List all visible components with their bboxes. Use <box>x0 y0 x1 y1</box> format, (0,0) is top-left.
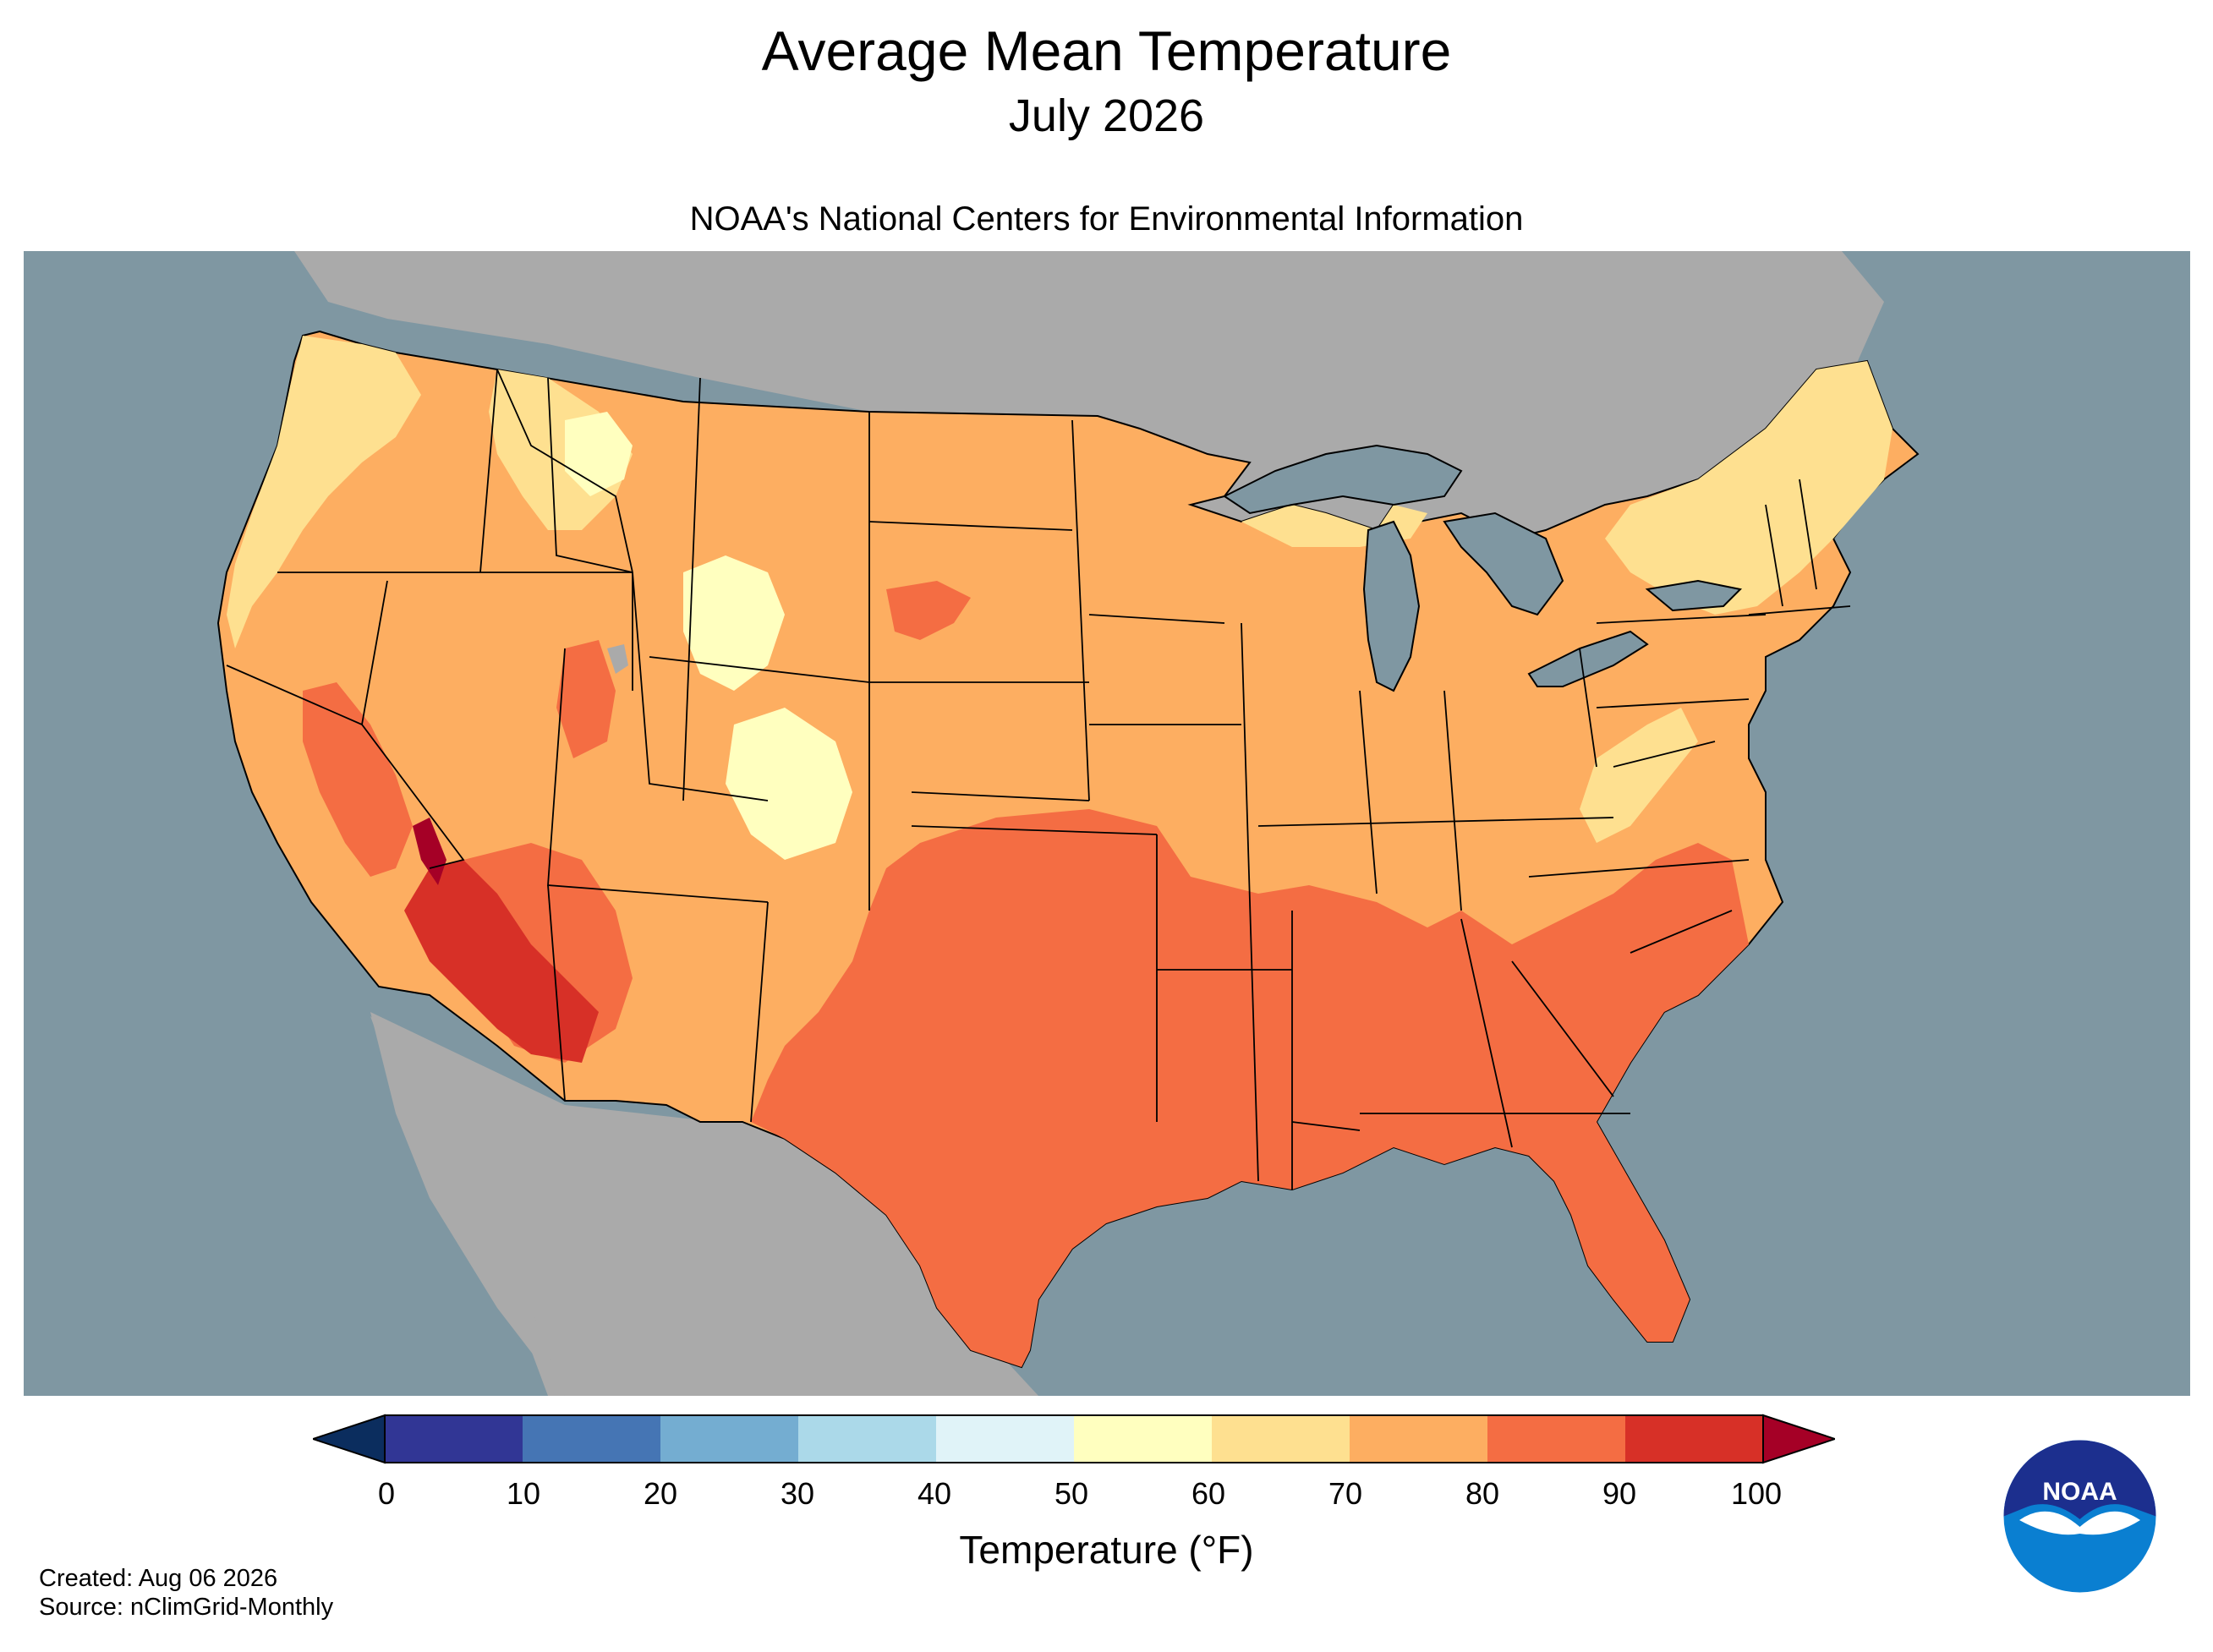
tick-label: 20 <box>643 1476 678 1511</box>
noaa-logo-icon: NOAA <box>2002 1439 2157 1594</box>
colorbar-tick-labels: 0 10 20 30 40 50 60 70 80 90 100 <box>0 1475 2213 1518</box>
temperature-colorbar <box>309 1414 1838 1464</box>
great-salt-lake <box>607 644 628 674</box>
colorbar-bin <box>385 1415 523 1463</box>
map-title: Average Mean Temperature <box>761 19 1452 82</box>
zone-utah-basin <box>556 640 616 758</box>
lake-ontario <box>1645 579 1743 612</box>
lake-michigan <box>1362 520 1421 692</box>
zone-central-valley <box>303 682 413 877</box>
zone-colorado-rockies <box>726 708 852 860</box>
colorbar-bin <box>1212 1415 1350 1463</box>
colorbar-bin <box>1350 1415 1487 1463</box>
tick-label: 70 <box>1328 1476 1363 1511</box>
tick-label: 50 <box>1054 1476 1089 1511</box>
footer-info: Created: Aug 06 2026 Source: nClimGrid-M… <box>39 1564 333 1622</box>
state-boundaries <box>226 369 1851 1190</box>
credit-line: NOAA's National Centers for Environmenta… <box>689 200 1524 238</box>
zone-desert-southwest-hot <box>404 860 599 1063</box>
noaa-logo-text: NOAA <box>2042 1478 2117 1506</box>
temperature-map <box>24 251 2190 1396</box>
baja-land <box>370 1016 565 1396</box>
colorbar-label: Temperature (°F) <box>959 1528 1254 1572</box>
tick-label: 60 <box>1191 1476 1226 1511</box>
tick-label: 90 <box>1602 1476 1637 1511</box>
tick-label: 10 <box>506 1476 541 1511</box>
tick-label: 40 <box>917 1476 952 1511</box>
zone-southern-plains-south <box>751 809 1749 1367</box>
colorbar-bin <box>1487 1415 1625 1463</box>
colorbar-bin <box>1625 1415 1763 1463</box>
colorbar-bin <box>798 1415 936 1463</box>
colorbar-under-extension <box>309 1414 386 1464</box>
tick-label: 100 <box>1730 1476 1783 1511</box>
mexico-land <box>370 1012 1038 1396</box>
colorbar-bin <box>936 1415 1074 1463</box>
colorbar-bin <box>523 1415 660 1463</box>
lake-erie <box>1527 630 1649 687</box>
zone-appalachians <box>1580 708 1698 843</box>
tick-label: 80 <box>1465 1476 1500 1511</box>
colorbar-frame <box>384 1414 1764 1463</box>
tick-label: 30 <box>780 1476 815 1511</box>
colorbar-bin <box>1074 1415 1212 1463</box>
zone-death-valley <box>413 818 446 885</box>
colorbar-over-extension <box>1762 1414 1838 1464</box>
tick-label: 0 <box>377 1476 396 1511</box>
zone-northeast <box>1605 361 1893 615</box>
lake-superior <box>1223 444 1463 515</box>
zone-south-dakota-badlands <box>886 581 971 640</box>
created-date: Created: Aug 06 2026 <box>39 1565 278 1592</box>
source-line: Source: nClimGrid-Monthly <box>39 1594 334 1621</box>
zone-wyoming-rockies <box>683 555 785 691</box>
map-subtitle: July 2026 <box>1008 90 1205 141</box>
lake-huron <box>1443 511 1564 616</box>
zone-pacific-nw <box>227 336 421 648</box>
colorbar-bin <box>660 1415 798 1463</box>
